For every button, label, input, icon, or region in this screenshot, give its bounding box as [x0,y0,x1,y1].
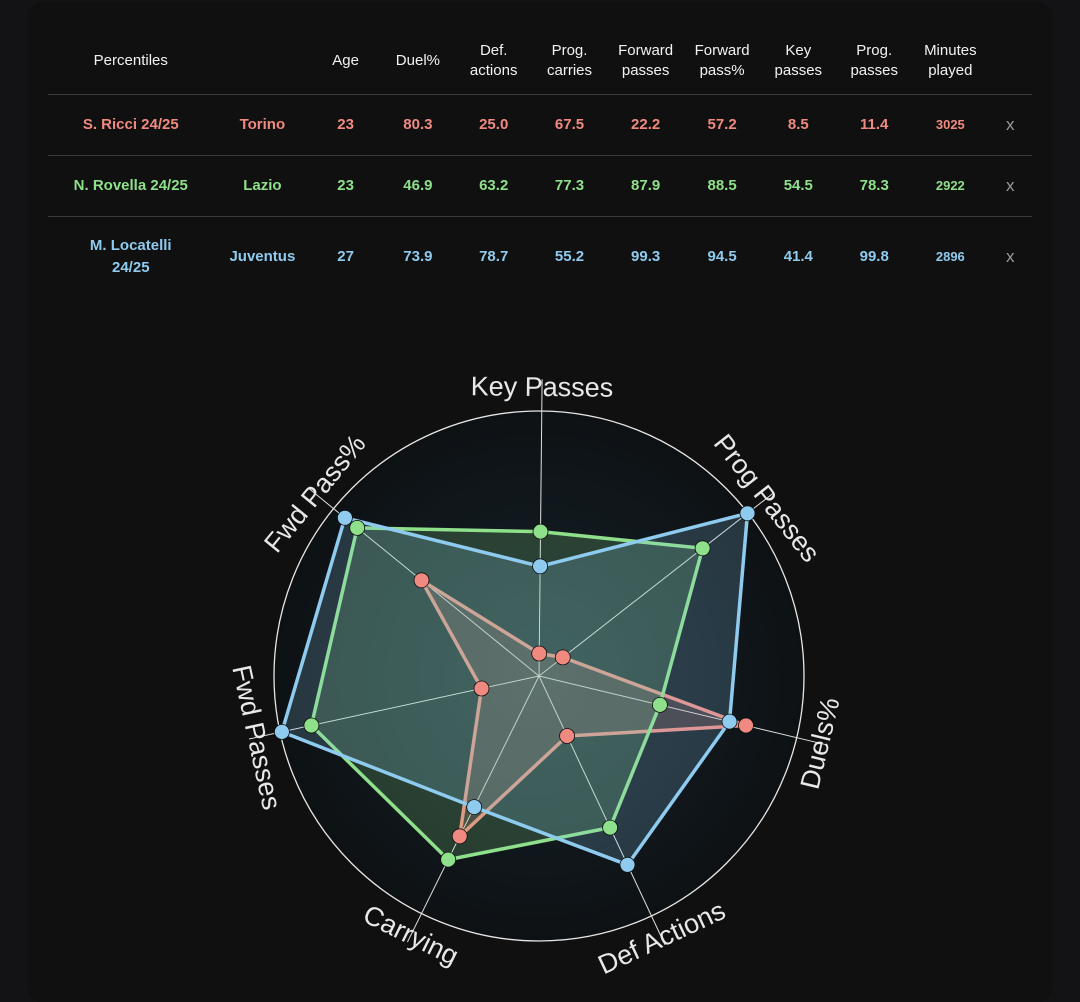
forward-passes-cell: 22.2 [607,94,684,156]
duel-cell: 73.9 [403,248,433,265]
data-point [532,558,548,575]
minutes-cell: 3025 [912,94,989,156]
prog-carries-cell: 77.3 [531,155,608,217]
def-actions-cell: 78.7 [479,248,509,265]
data-point [554,649,571,666]
forward-passes-cell: 99.3 [631,248,661,265]
header-forward-passes: Forward passes [607,28,684,95]
header-remove [988,28,1032,95]
radar-spoke [538,492,774,677]
header-prog-passes: Prog. passes [836,28,913,95]
data-point [602,819,618,836]
comparison-card: Percentiles Age Duel% Def. actions Prog. c… [28,2,1052,1002]
remove-row-button[interactable]: x [988,155,1032,217]
data-point [739,505,756,522]
table-row: S. Ricci 24/25 Torino 23 80.3 25.0 67.5 … [48,94,1032,156]
data-point [619,856,636,873]
header-def-actions: Def. actions [455,28,532,95]
prog-passes-cell: 78.3 [836,155,913,217]
data-point [349,520,366,536]
table-row: N. Rovella 24/25 Lazio 23 46.9 63.2 77.3… [48,155,1032,217]
minutes-cell: 2896 [935,249,965,264]
header-prog-carries: Prog. carries [531,28,608,95]
prog-carries-cell: 67.5 [531,94,608,156]
player-name: M. Locatelli 24/25 [89,237,172,276]
key-passes-cell: 54.5 [760,155,837,217]
key-passes-cell: 8.5 [760,94,837,156]
header-minutes: Minutes played [912,28,989,95]
age-cell: 23 [311,94,381,156]
axis-label: Key Passes [471,371,614,402]
table-header-row: Percentiles Age Duel% Def. actions Prog. c… [48,28,1032,95]
data-point [473,680,490,697]
data-point [652,697,668,713]
team-name: Lazio [213,155,312,217]
radar-spoke [538,675,666,945]
def-actions-cell: 63.2 [455,155,532,217]
radar-spoke [248,675,540,740]
duel-cell: 80.3 [380,94,456,156]
key-passes-cell: 41.4 [783,248,813,265]
def-actions-cell: 25.0 [455,94,532,156]
data-point [559,728,575,744]
player-name: N. Rovella 24/25 [48,155,214,217]
forward-pass-pct-cell: 88.5 [683,155,761,217]
data-point [413,572,430,589]
data-point [721,713,738,730]
percentiles-table: Percentiles Age Duel% Def. actions Prog. c… [48,28,1032,297]
radar-spoke [538,675,828,746]
player-name: S. Ricci 24/25 [48,94,214,156]
series-polygon [419,578,748,839]
age-cell: 27 [337,248,354,265]
header-age: Age [311,28,381,95]
header-team [213,28,312,95]
series-polygon [280,511,750,867]
header-forward-pass-pct: Forward pass% [683,28,761,95]
minutes-cell: 2922 [912,155,989,217]
data-point [303,717,320,734]
data-point [336,509,353,526]
data-point [466,799,483,815]
forward-passes-cell: 87.9 [607,155,684,217]
header-percentiles: Percentiles [48,28,214,95]
team-name: Torino [213,94,312,156]
forward-pass-pct-cell: 94.5 [707,248,737,265]
data-point [451,828,468,845]
header-duel: Duel% [380,28,456,95]
table-row: M. Locatelli 24/25 Juventus 27 73.9 78.7… [48,217,1032,298]
series-polygon [309,526,705,862]
forward-pass-pct-cell: 57.2 [683,94,761,156]
duel-cell: 46.9 [380,155,456,217]
data-point [531,645,548,662]
header-key-passes: Key passes [760,28,837,95]
prog-passes-cell: 99.8 [859,248,889,265]
remove-row-button[interactable]: x [988,94,1032,156]
data-point [273,724,290,740]
prog-passes-cell: 11.4 [836,94,913,156]
age-cell: 23 [311,155,381,217]
prog-carries-cell: 55.2 [554,248,585,265]
remove-row-button[interactable]: x [1005,247,1015,266]
data-point [738,717,754,734]
data-point [694,540,711,557]
radar-outline [273,410,805,942]
team-name: Juventus [229,248,296,265]
data-point [532,523,549,540]
data-point [440,851,457,868]
